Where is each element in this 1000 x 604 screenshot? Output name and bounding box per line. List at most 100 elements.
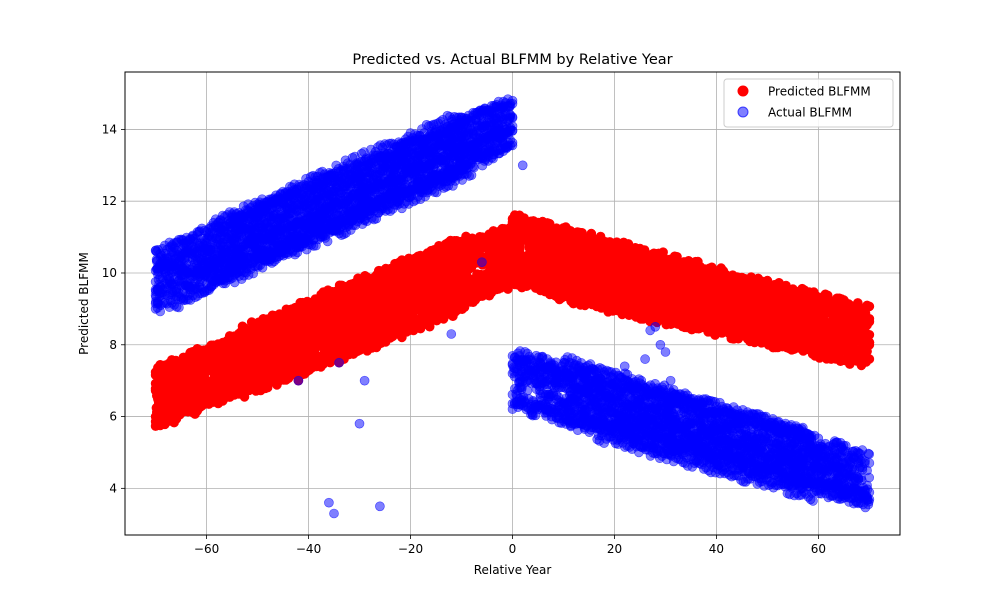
- data-point: [441, 287, 450, 296]
- data-point: [224, 378, 233, 387]
- data-point: [361, 308, 370, 317]
- data-point: [308, 306, 317, 315]
- data-point: [189, 366, 198, 375]
- data-point: [169, 384, 178, 393]
- data-point: [478, 239, 487, 248]
- data-point: [463, 242, 472, 251]
- data-point: [459, 284, 468, 293]
- data-point: [479, 278, 488, 287]
- data-point: [393, 269, 402, 278]
- data-point: [406, 311, 415, 320]
- data-point: [161, 365, 170, 374]
- data-point: [189, 399, 198, 408]
- data-point: [332, 296, 341, 305]
- data-point: [223, 352, 232, 361]
- data-point: [365, 282, 374, 291]
- data-point: [659, 248, 668, 257]
- data-point: [284, 334, 293, 343]
- data-point: [272, 343, 281, 352]
- data-point: [282, 310, 291, 319]
- data-point: [308, 346, 317, 355]
- data-point: [465, 275, 474, 284]
- data-point: [261, 371, 270, 380]
- data-point: [258, 358, 267, 367]
- data-point: [473, 270, 482, 279]
- data-point: [228, 360, 237, 369]
- data-point: [485, 251, 494, 260]
- data-point: [360, 324, 369, 333]
- data-point: [304, 329, 313, 338]
- data-point: [214, 391, 223, 400]
- data-point: [263, 341, 272, 350]
- data-point: [231, 387, 240, 396]
- data-point: [281, 355, 290, 364]
- data-point: [487, 237, 496, 246]
- data-point: [222, 340, 231, 349]
- data-point: [415, 300, 424, 309]
- data-point: [162, 400, 171, 409]
- data-point: [386, 300, 395, 309]
- data-point: [421, 260, 430, 269]
- data-point: [181, 388, 190, 397]
- data-point: [482, 270, 491, 279]
- data-point: [252, 341, 261, 350]
- data-point: [247, 326, 256, 335]
- data-point: [374, 280, 383, 289]
- data-point: [431, 276, 440, 285]
- data-point: [213, 373, 222, 382]
- data-point: [308, 318, 317, 327]
- data-point: [500, 278, 509, 287]
- data-point: [365, 300, 374, 309]
- data-point: [297, 359, 306, 368]
- data-point: [349, 337, 358, 346]
- data-point: [437, 304, 446, 313]
- data-point: [333, 344, 342, 353]
- data-point: [153, 408, 162, 417]
- data-point: [180, 366, 189, 375]
- data-point: [171, 356, 180, 365]
- data-point: [392, 306, 401, 315]
- data-point: [321, 295, 330, 304]
- data-point: [234, 377, 243, 386]
- data-point: [339, 321, 348, 330]
- data-point: [461, 257, 470, 266]
- data-point: [447, 297, 456, 306]
- data-point: [385, 327, 394, 336]
- data-point: [493, 258, 502, 267]
- data-point: [411, 275, 420, 284]
- data-point: [319, 321, 328, 330]
- data-point: [250, 360, 259, 369]
- data-point: [496, 266, 505, 275]
- data-point: [274, 369, 283, 378]
- data-point: [377, 309, 386, 318]
- data-point: [249, 375, 258, 384]
- data-point: [153, 391, 162, 400]
- data-point: [239, 346, 248, 355]
- data-point: [210, 346, 219, 355]
- data-point: [331, 335, 340, 344]
- data-point: [170, 410, 179, 419]
- data-point: [261, 323, 270, 332]
- data-point: [439, 269, 448, 278]
- data-point: [346, 286, 355, 295]
- data-point: [468, 234, 477, 243]
- data-point: [194, 389, 203, 398]
- data-point: [442, 245, 451, 254]
- data-point: [412, 265, 421, 274]
- data-point: [408, 290, 417, 299]
- data-point: [293, 333, 302, 342]
- data-point: [455, 273, 464, 282]
- data-point: [397, 289, 406, 298]
- data-point: [457, 292, 466, 301]
- data-point: [387, 282, 396, 291]
- data-point: [489, 226, 498, 235]
- data-point: [429, 298, 438, 307]
- data-point: [344, 301, 353, 310]
- data-point: [374, 328, 383, 337]
- data-point: [197, 348, 206, 357]
- data-point: [203, 357, 212, 366]
- data-point: [299, 315, 308, 324]
- data-point: [440, 256, 449, 265]
